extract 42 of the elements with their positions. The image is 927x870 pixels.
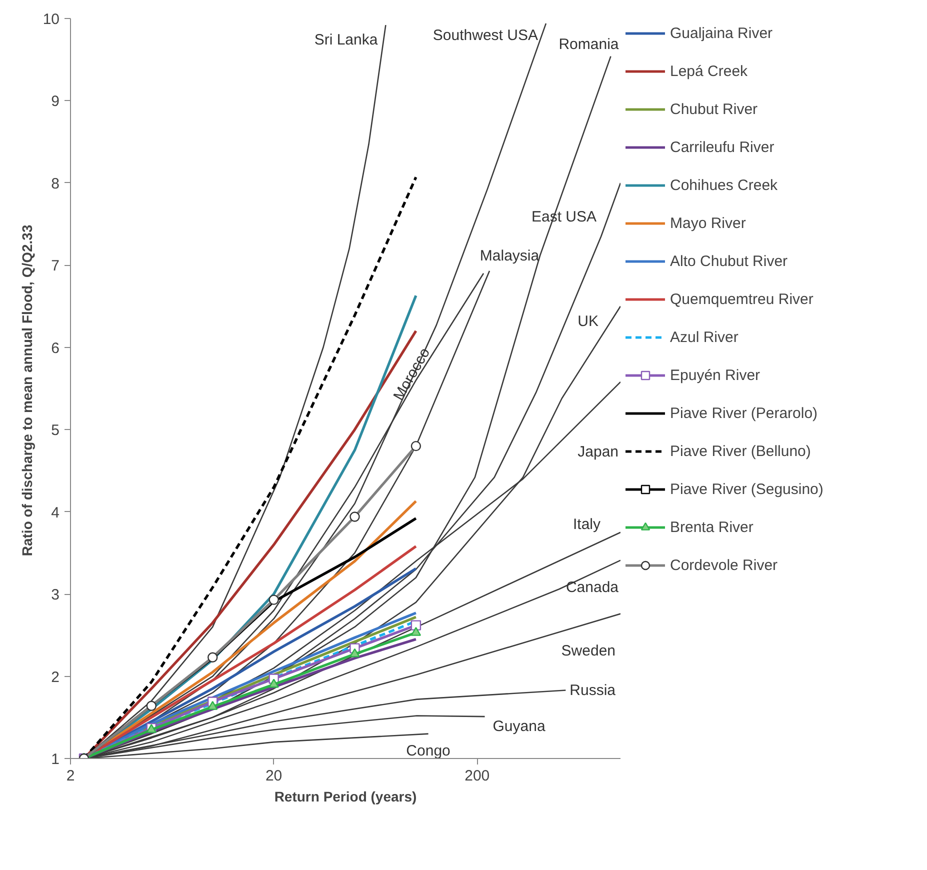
series-label: Sweden (561, 642, 616, 660)
legend-label: Cordevole River (670, 556, 778, 574)
series-label: Congo (406, 742, 450, 760)
legend-label: Gualjaina River (670, 24, 773, 42)
legend-label: Cohihues Creek (670, 176, 778, 194)
y-tick-label: 9 (51, 93, 60, 110)
series-label: Southwest USA (432, 26, 538, 44)
y-tick-label: 7 (51, 258, 60, 275)
x-axis-title: Return Period (years) (274, 788, 417, 804)
y-tick-label: 3 (51, 586, 60, 604)
legend-label: Quemquemtreu River (670, 290, 814, 308)
series-label: Guyana (492, 718, 546, 736)
legend-label: Piave River (Segusino) (670, 480, 824, 498)
y-tick-label: 6 (51, 340, 60, 357)
series-label: Malaysia (480, 247, 540, 264)
y-tick-label: 5 (51, 422, 60, 440)
legend-label: Piave River (Perarolo) (670, 404, 818, 422)
y-tick-label: 10 (42, 11, 60, 28)
legend-label: Alto Chubut River (670, 252, 788, 270)
legend-label: Lepá Creek (670, 62, 748, 80)
x-tick-label: 200 (464, 768, 490, 784)
y-axis-title: Ratio of discharge to mean annual Flood, Q/Q2.33 (18, 224, 35, 556)
series-label: Sri Lanka (314, 32, 378, 49)
y-tick-label: 4 (51, 504, 60, 522)
series-label: Italy (572, 516, 601, 533)
x-tick-label: 20 (265, 768, 282, 784)
y-tick-label: 8 (51, 175, 60, 192)
legend-label: Chubut River (670, 100, 758, 118)
series-label: Russia (570, 682, 616, 699)
y-tick-label: 1 (51, 751, 60, 768)
series-label: Japan (578, 443, 619, 460)
legend-label: Carrileufu River (670, 138, 774, 156)
series-label: Canada (566, 578, 620, 596)
y-tick-label: 2 (51, 668, 60, 686)
series-label: Romania (558, 36, 620, 53)
legend-label: Mayo River (670, 214, 746, 232)
legend-label: Piave River (Belluno) (670, 442, 811, 460)
legend-label: Azul River (670, 328, 738, 346)
series-label: UK (578, 312, 599, 330)
legend-label: Epuyén River (670, 366, 760, 384)
x-tick-label: 2 (66, 768, 75, 784)
legend-label: Brenta River (670, 518, 754, 536)
